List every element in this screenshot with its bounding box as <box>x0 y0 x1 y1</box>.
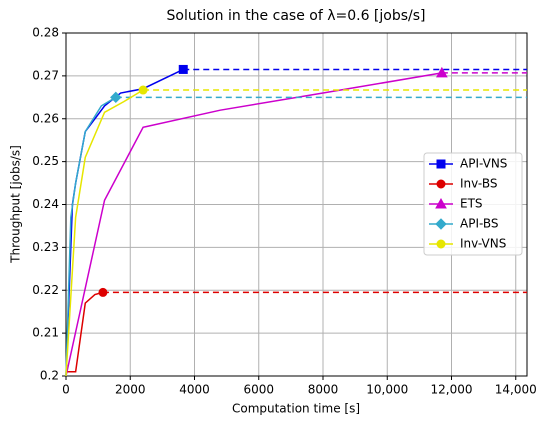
legend-label: Inv-BS <box>460 177 497 191</box>
x-tick-label: 10,000 <box>366 383 408 397</box>
marker <box>435 197 447 209</box>
y-tick-label: 0.21 <box>32 326 59 340</box>
marker <box>436 159 446 169</box>
y-tick-label: 0.27 <box>32 68 59 82</box>
marker <box>178 64 188 74</box>
x-tick-label: 8000 <box>308 383 339 397</box>
x-tick-label: 6000 <box>243 383 274 397</box>
plot-frame <box>65 32 528 377</box>
y-tick-label: 0.28 <box>32 26 59 40</box>
marker <box>436 179 446 189</box>
marker <box>98 287 108 297</box>
y-tick-label: 0.25 <box>32 154 59 168</box>
legend-label: API-BS <box>460 217 499 231</box>
chart-title: Solution in the case of λ=0.6 [jobs/s] <box>167 8 426 24</box>
legend-label: ETS <box>460 197 483 211</box>
legend-label: API-VNS <box>460 157 507 171</box>
marker <box>138 85 148 95</box>
y-tick-label: 0.26 <box>32 111 59 125</box>
x-axis-label: Computation time [s] <box>232 402 360 416</box>
x-tick-label: 4000 <box>179 383 210 397</box>
x-tick-label: 14,000 <box>495 383 537 397</box>
series-line <box>66 291 104 373</box>
y-tick-label: 0.2 <box>40 369 59 383</box>
marker <box>436 239 446 249</box>
legend: API-VNS Inv-BS ETS API-BS Inv-VNS <box>423 152 523 256</box>
series-line <box>65 89 144 377</box>
marker <box>435 218 447 230</box>
y-tick-label: 0.23 <box>32 240 59 254</box>
x-tick-label: 2000 <box>115 383 146 397</box>
legend-box <box>423 152 523 256</box>
series-line <box>65 68 184 377</box>
marker <box>110 91 122 104</box>
y-tick-label: 0.22 <box>32 283 59 297</box>
legend-label: Inv-VNS <box>460 237 506 251</box>
x-tick-label: 0 <box>62 383 70 397</box>
y-tick-label: 0.24 <box>32 197 59 211</box>
marker <box>436 66 448 78</box>
y-axis-label: Throughput [jobs/s] <box>9 145 23 264</box>
series-line <box>65 72 442 377</box>
x-tick-label: 12,000 <box>431 383 473 397</box>
series-line <box>65 96 117 377</box>
